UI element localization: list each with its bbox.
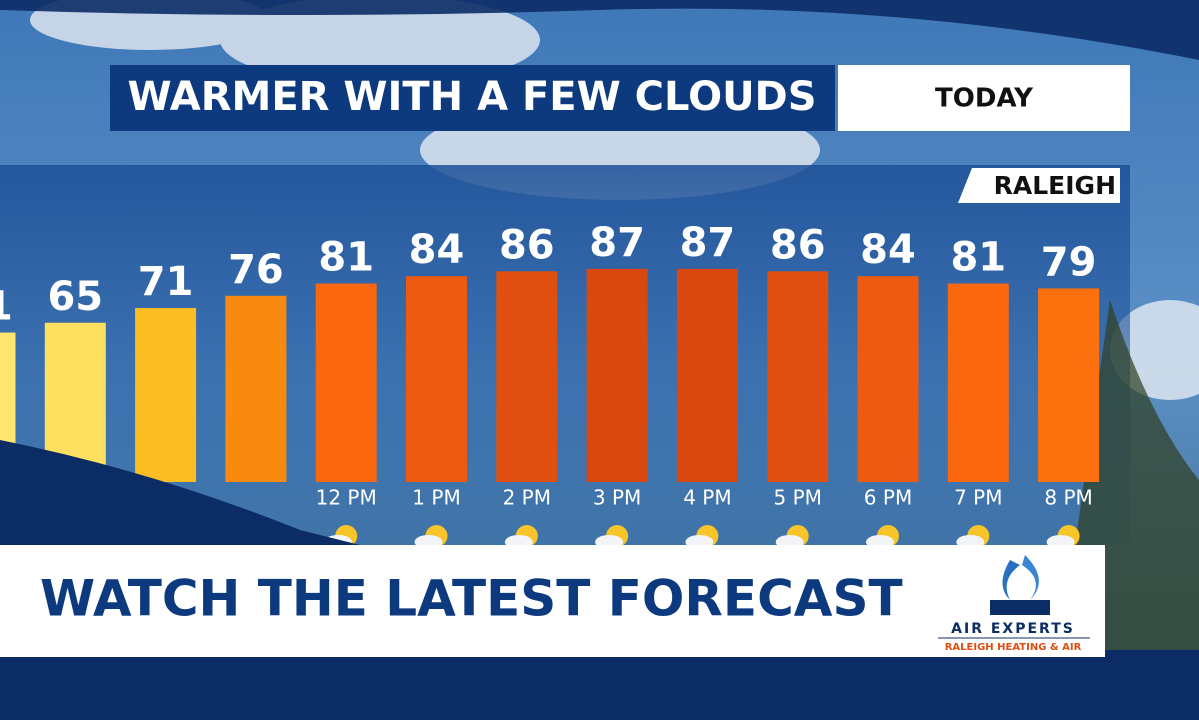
chart-title: WARMER WITH A FEW CLOUDS bbox=[127, 74, 816, 120]
value-label: 87 bbox=[589, 220, 645, 266]
bar bbox=[225, 295, 287, 482]
value-label: 86 bbox=[499, 222, 555, 268]
value-label: 81 bbox=[318, 235, 374, 281]
period: TODAY bbox=[935, 84, 1034, 114]
x-tick-label: 6 PM bbox=[864, 486, 912, 510]
banner-box[interactable] bbox=[0, 545, 1105, 657]
x-tick-label: 2 PM bbox=[503, 486, 551, 510]
bar bbox=[135, 308, 197, 482]
value-label: 86 bbox=[770, 222, 826, 268]
bar bbox=[676, 268, 738, 482]
logo-tagline: RALEIGH HEATING & AIR bbox=[945, 642, 1082, 653]
banner-text[interactable]: WATCH THE LATEST FORECAST bbox=[40, 570, 903, 628]
bar bbox=[857, 276, 919, 482]
value-label: 84 bbox=[860, 227, 916, 273]
x-tick-label: 3 PM bbox=[593, 486, 641, 510]
logo: AIR EXPERTS RALEIGH HEATING & AIR bbox=[938, 555, 1090, 653]
logo-name: AIR EXPERTS bbox=[951, 621, 1075, 637]
x-tick-label: 4 PM bbox=[683, 486, 731, 510]
value-label: 76 bbox=[228, 247, 284, 293]
value-label: 87 bbox=[680, 220, 736, 266]
bar bbox=[406, 276, 467, 482]
x-tick-label: 5 PM bbox=[773, 486, 821, 510]
value-label: 65 bbox=[47, 274, 103, 320]
x-tick-label: 7 PM bbox=[954, 486, 1002, 510]
bar bbox=[315, 283, 377, 482]
value-label: 71 bbox=[138, 259, 194, 305]
bottom-band bbox=[0, 650, 1199, 720]
bar bbox=[496, 271, 558, 482]
x-tick-label: 12 PM bbox=[316, 486, 377, 510]
title-box bbox=[110, 65, 835, 131]
value-label: 84 bbox=[409, 227, 465, 273]
x-tick-label: 1 PM bbox=[412, 486, 460, 510]
top-swoosh bbox=[0, 0, 1199, 60]
period-box bbox=[838, 65, 1130, 131]
value-label: 79 bbox=[1041, 239, 1097, 285]
location: RALEIGH bbox=[994, 171, 1116, 200]
bar bbox=[947, 283, 1009, 482]
x-tick-label: 8 PM bbox=[1044, 486, 1092, 510]
bar bbox=[1038, 288, 1100, 482]
bar bbox=[586, 268, 648, 482]
location-tag bbox=[958, 168, 1120, 203]
value-label: 61 bbox=[0, 284, 13, 330]
bottom-swoosh bbox=[0, 440, 420, 560]
bar bbox=[767, 271, 829, 482]
value-label: 81 bbox=[950, 235, 1006, 281]
